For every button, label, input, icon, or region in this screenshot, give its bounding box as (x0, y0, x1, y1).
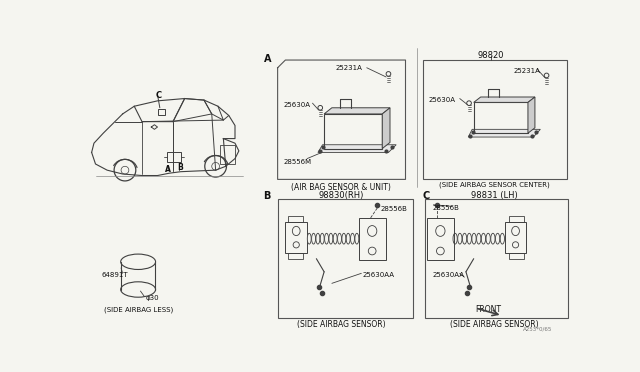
Ellipse shape (436, 225, 445, 236)
Ellipse shape (511, 226, 520, 235)
Text: C: C (422, 191, 430, 201)
Ellipse shape (477, 233, 481, 244)
Ellipse shape (472, 233, 476, 244)
Text: 28556B: 28556B (381, 206, 408, 212)
Polygon shape (324, 108, 390, 114)
Ellipse shape (486, 233, 490, 244)
Ellipse shape (337, 233, 342, 244)
Text: (SIDE AIRBAG SENSOR CENTER): (SIDE AIRBAG SENSOR CENTER) (439, 182, 550, 188)
Text: C: C (155, 91, 161, 100)
Ellipse shape (316, 233, 320, 244)
Bar (505, 222, 526, 253)
Bar (509, 216, 524, 222)
Text: B: B (263, 191, 270, 201)
Text: 25630A: 25630A (284, 102, 311, 108)
Polygon shape (474, 97, 535, 102)
Text: A: A (264, 54, 272, 64)
Ellipse shape (324, 233, 328, 244)
Ellipse shape (346, 233, 350, 244)
Ellipse shape (495, 233, 500, 244)
Ellipse shape (320, 233, 324, 244)
Bar (288, 216, 303, 222)
Text: B: B (177, 163, 182, 172)
Text: 28556M: 28556M (284, 158, 312, 164)
Ellipse shape (367, 225, 377, 236)
Ellipse shape (293, 242, 300, 248)
Text: 98820: 98820 (477, 51, 504, 60)
Text: FRONT: FRONT (476, 305, 501, 314)
Ellipse shape (467, 233, 472, 244)
Polygon shape (318, 145, 396, 153)
Text: 25630AA: 25630AA (363, 272, 395, 278)
Ellipse shape (368, 247, 376, 255)
Polygon shape (382, 108, 390, 148)
Ellipse shape (351, 233, 355, 244)
Ellipse shape (463, 233, 467, 244)
Bar (157, 109, 165, 115)
Text: (AIR BAG SENSOR & UNIT): (AIR BAG SENSOR & UNIT) (291, 183, 391, 192)
Bar (359, 218, 386, 260)
Ellipse shape (436, 247, 444, 255)
Bar (509, 253, 524, 259)
Text: 25630A: 25630A (429, 97, 456, 103)
Ellipse shape (312, 233, 316, 244)
Bar (474, 102, 528, 133)
Polygon shape (468, 129, 540, 137)
Ellipse shape (491, 233, 495, 244)
Text: (SIDE AIRBAG SENSOR): (SIDE AIRBAG SENSOR) (297, 320, 385, 329)
Text: 25231A: 25231A (336, 65, 363, 71)
Bar (167, 153, 180, 162)
Polygon shape (528, 97, 535, 133)
Bar (285, 222, 307, 253)
Text: 98830(RH): 98830(RH) (319, 191, 364, 200)
Bar (278, 199, 413, 318)
Ellipse shape (307, 233, 311, 244)
Text: 28556B: 28556B (433, 205, 460, 211)
Ellipse shape (292, 226, 300, 235)
Ellipse shape (342, 233, 346, 244)
Text: 25630AA: 25630AA (433, 272, 465, 278)
Bar (324, 114, 382, 148)
Text: 25231A: 25231A (514, 68, 541, 74)
Ellipse shape (121, 254, 156, 269)
Text: (SIDE AIRBAG LESS): (SIDE AIRBAG LESS) (104, 307, 173, 313)
Text: (SIDE AIRBAG SENSOR): (SIDE AIRBAG SENSOR) (451, 320, 539, 329)
Text: A253*0/65: A253*0/65 (524, 327, 553, 331)
Bar (428, 218, 454, 260)
Text: A: A (165, 165, 171, 174)
Text: 98831 (LH): 98831 (LH) (471, 191, 518, 200)
Ellipse shape (121, 282, 156, 297)
Text: 64891T: 64891T (102, 272, 129, 278)
Bar (423, 60, 566, 179)
Ellipse shape (481, 233, 486, 244)
Ellipse shape (355, 233, 359, 244)
Ellipse shape (458, 233, 462, 244)
Bar (220, 145, 235, 164)
Bar (425, 199, 568, 318)
Ellipse shape (500, 233, 504, 244)
Bar (288, 253, 303, 259)
Ellipse shape (453, 233, 457, 244)
Ellipse shape (513, 242, 518, 248)
Ellipse shape (329, 233, 333, 244)
Ellipse shape (333, 233, 337, 244)
Text: φ30: φ30 (146, 295, 159, 301)
